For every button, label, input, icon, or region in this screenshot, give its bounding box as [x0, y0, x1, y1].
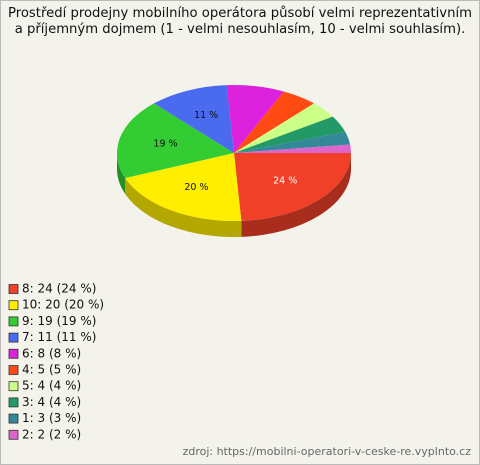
slice: [153, 85, 234, 153]
slice: [234, 153, 351, 221]
legend-swatch: [8, 365, 19, 375]
slice-side: [241, 153, 351, 237]
legend-label: 6: 8 (8 %): [22, 346, 81, 360]
legend-label: 1: 3 (3 %): [22, 411, 81, 425]
chart-title: Prostředí prodejny mobilního operátora p…: [8, 6, 472, 37]
legend-swatch: [8, 332, 19, 343]
legend-swatch: [8, 397, 19, 408]
legend-label: 3: 4 (4 %): [22, 395, 81, 409]
legend-label: 5: 4 (4 %): [22, 379, 81, 393]
legend-label: 10: 20 (20 %): [22, 298, 104, 312]
slice-side: [117, 153, 126, 195]
slice-label: 11 %: [194, 110, 218, 121]
legend-label: 9: 19 (19 %): [22, 314, 96, 328]
slice: [117, 103, 234, 179]
legend-swatch: [8, 413, 19, 424]
slice: [234, 131, 351, 153]
slice: [234, 103, 333, 153]
slice: [234, 116, 346, 153]
slice-side: [125, 178, 242, 237]
slice: [226, 85, 284, 153]
slice: [125, 153, 242, 221]
legend-swatch: [8, 316, 19, 327]
slice: [234, 91, 315, 153]
legend-label: 8: 24 (24 %): [22, 282, 96, 296]
slice-label: 19 %: [153, 139, 177, 150]
legend-swatch: [8, 381, 19, 392]
source-note: zdroj: https://mobilni-operatori-v-ceske…: [182, 445, 471, 458]
legend-swatch: [8, 429, 19, 440]
legend-label: 4: 5 (5 %): [22, 363, 81, 377]
legend-label: 2: 2 (2 %): [22, 427, 81, 441]
legend-swatch: [8, 300, 19, 311]
slice-label: 20 %: [184, 182, 208, 193]
legend-swatch: [8, 284, 19, 294]
legend-swatch: [8, 348, 19, 359]
legend-label: 7: 11 (11 %): [22, 330, 96, 344]
slice-label: 24 %: [273, 175, 297, 186]
slice: [234, 144, 351, 153]
